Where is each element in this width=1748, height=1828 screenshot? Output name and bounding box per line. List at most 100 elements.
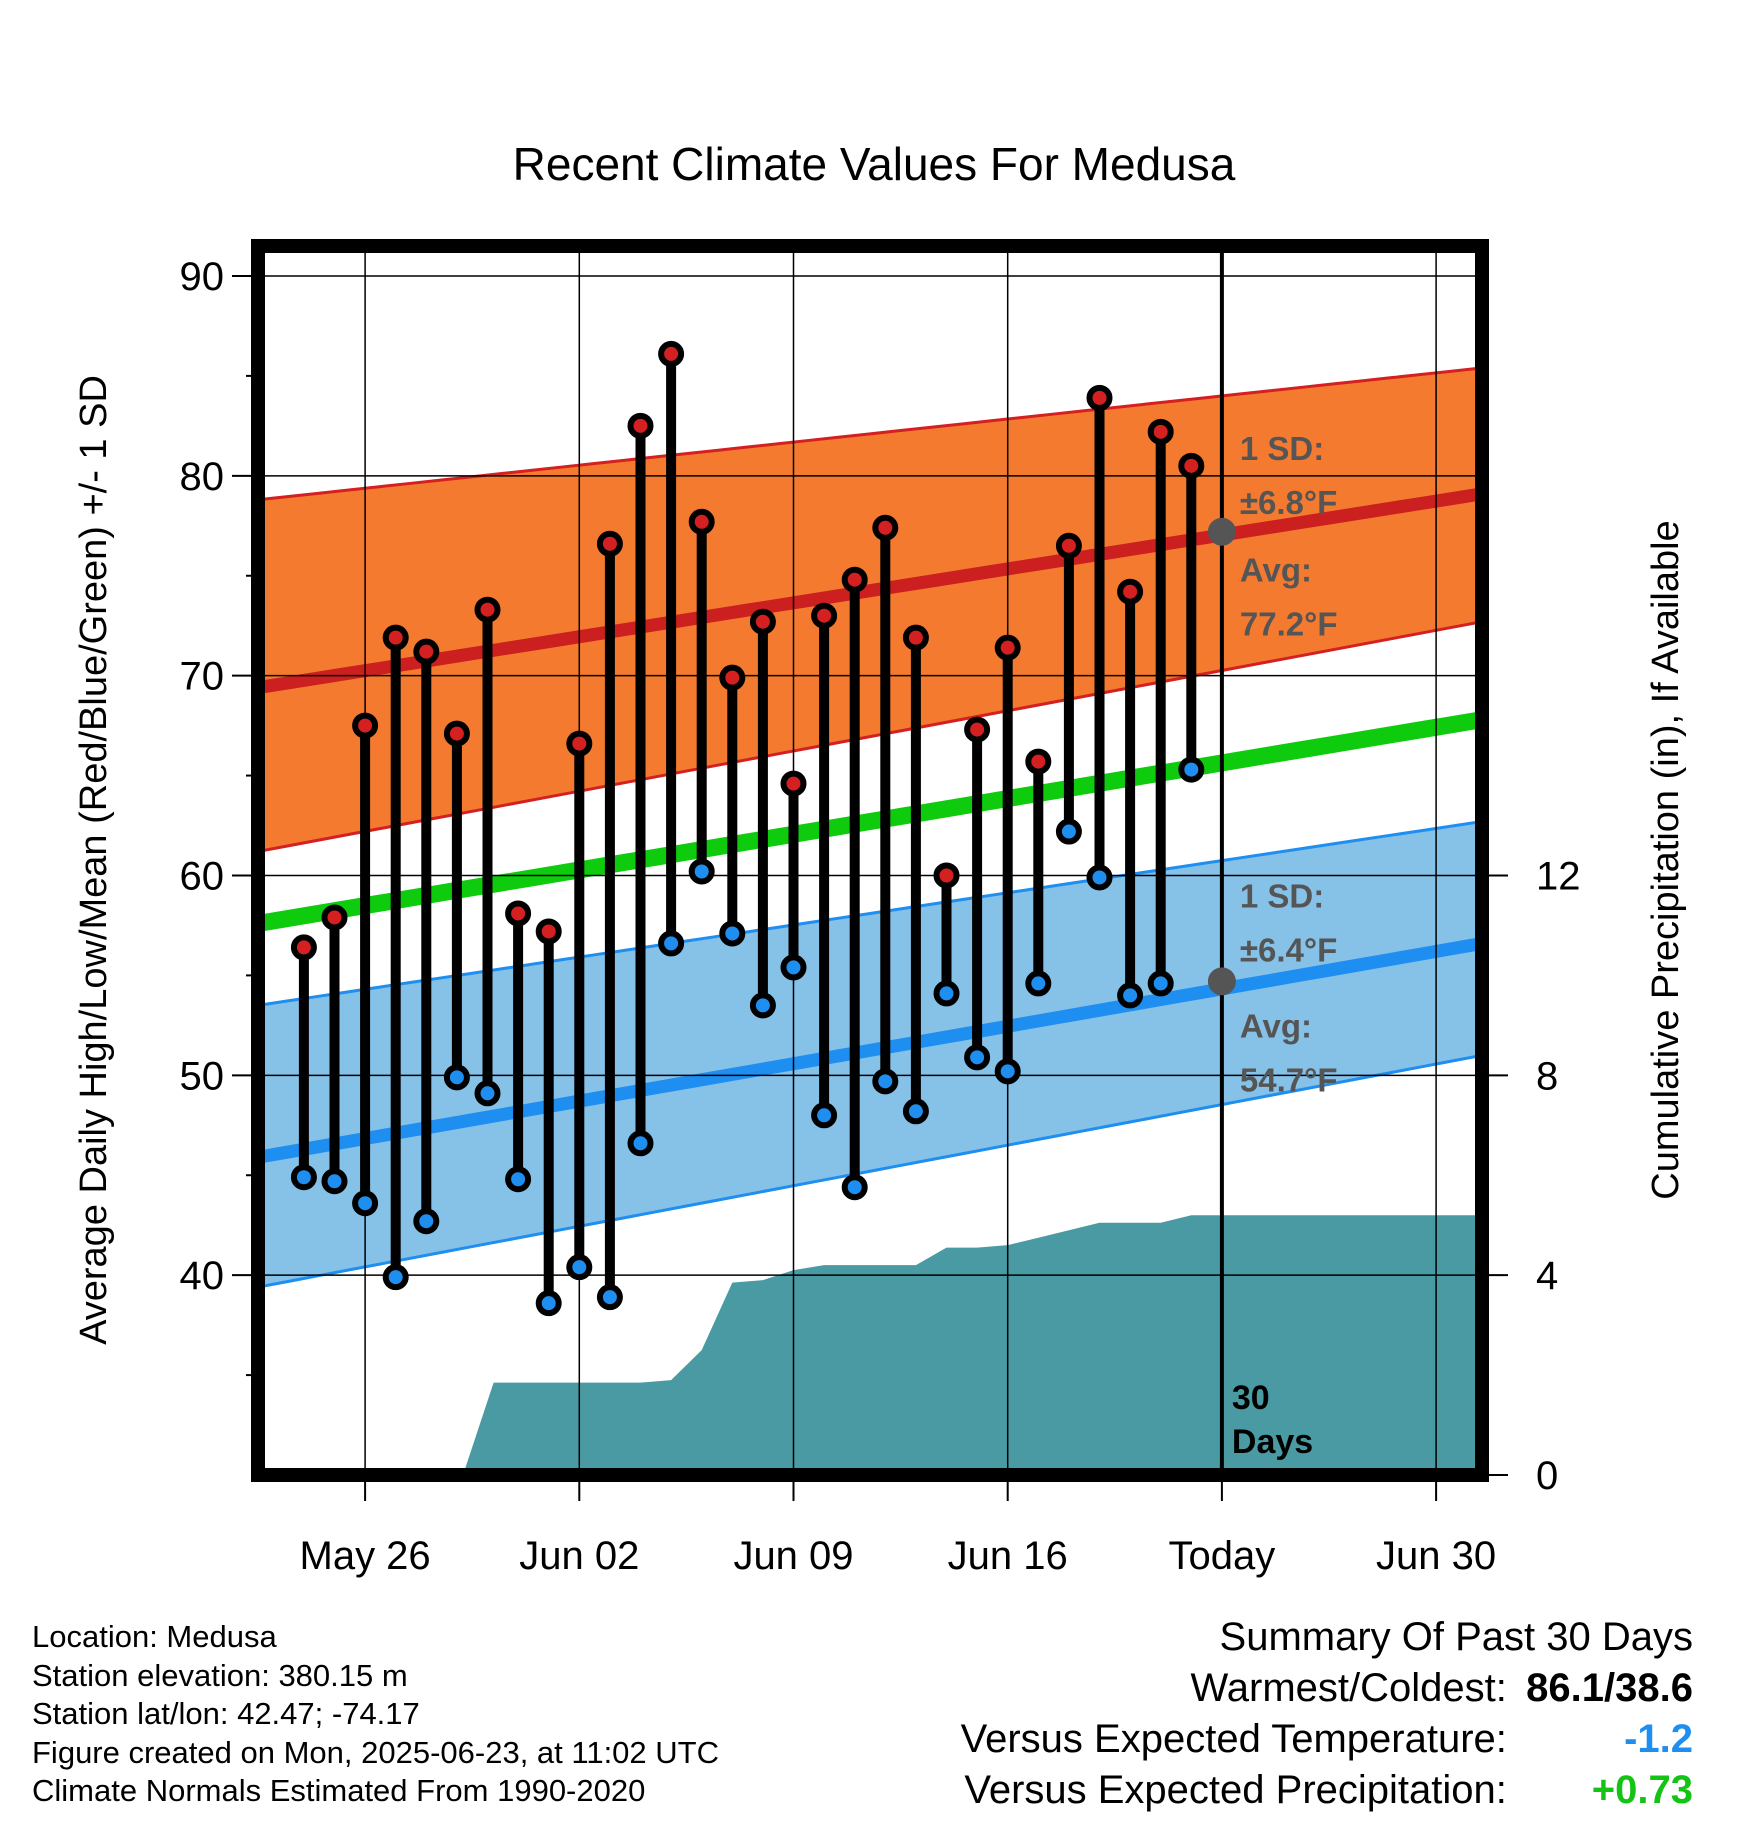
low-point [566,1254,593,1281]
summary-title: Summary Of Past 30 Days [1219,1615,1693,1659]
y-tick-label: 70 [180,655,225,699]
low-point [474,1080,501,1107]
low-point [780,954,807,981]
high-point [352,712,379,739]
y-axis-label: Average Daily High/Low/Mean (Red/Blue/Gr… [73,375,115,1345]
low-point [627,1130,654,1157]
low-point [658,930,685,957]
high-point [382,624,409,651]
low-mean-line [258,937,1482,1164]
y-tick-label: 50 [180,1054,225,1098]
high-point [902,624,929,651]
high-point [749,608,776,635]
summary-warmest-row: Warmest/Coldest: 86.1/38.6 [961,1663,1694,1714]
high-point [872,514,899,541]
x-tick-label: May 26 [300,1534,431,1578]
low-point [1086,864,1113,891]
low-point [535,1290,562,1317]
low-sd-label: 1 SD: [1240,877,1324,914]
x-tick-label: Today [1169,1534,1276,1578]
summary-precip-row: Versus Expected Precipitation: +0.73 [961,1765,1693,1816]
precip-value: +0.73 [1591,1768,1693,1812]
latlon-text: Station lat/lon: 42.47; -74.17 [32,1696,420,1731]
today-high-avg-marker [1207,517,1236,546]
today-low-avg-marker [1207,967,1236,996]
x-tick-label: Jun 02 [519,1534,639,1578]
low-point [841,1174,868,1201]
high-point [933,862,960,889]
y2-tick-label: 4 [1536,1254,1558,1298]
plot-area: 1 SD: ±6.8°F Avg: 77.2°F 1 SD: ±6.4°F Avg: 54.7… [73,239,1687,1600]
climate-chart: Recent Climate Values For Medusa 1 SD: ±6… [73,138,1687,1600]
low-point [1117,982,1144,1009]
high-point [321,904,348,931]
high-mean-line [258,487,1482,695]
high-point [443,720,470,747]
x-tick-label: Jun 16 [948,1534,1068,1578]
y-tick-label: 80 [180,455,225,499]
x-tick-label: Jun 30 [1376,1534,1496,1578]
high-point [505,900,532,927]
low-point [382,1264,409,1291]
high-point [1178,452,1205,479]
low-avg-label: Avg: [1240,1007,1312,1044]
low-point [933,980,960,1007]
high-sd-band [258,366,1482,854]
summary-temp-row: Versus Expected Temperature: -1.2 [961,1714,1693,1765]
high-point [290,934,317,961]
low-point [1055,818,1082,845]
low-point [811,1102,838,1129]
high-point [474,596,501,623]
high-point [1086,384,1113,411]
low-point [290,1164,317,1191]
x-tick-label: Jun 09 [733,1534,853,1578]
high-point [566,730,593,757]
x-axis-label: Day [838,1599,909,1600]
created-text: Figure created on Mon, 2025-06-23, at 11… [32,1734,719,1770]
elevation-text: Station elevation: 380.15 m [32,1657,408,1693]
high-point [1025,748,1052,775]
days-word-label: Days [1232,1423,1313,1461]
low-point [1025,970,1052,997]
low-point [964,1044,991,1071]
high-point [780,770,807,797]
high-point [1117,578,1144,605]
y-tick-label: 90 [180,255,225,299]
low-point [749,992,776,1019]
low-point [688,858,715,885]
low-point [321,1168,348,1195]
low-point [994,1058,1021,1085]
low-point [505,1166,532,1193]
high-point [811,602,838,629]
y2-axis-label: Cumulative Precipitation (in), If Availa… [1645,520,1687,1199]
high-point [413,638,440,665]
high-point [719,664,746,691]
y2-tick-label: 0 [1536,1454,1558,1498]
mean-line [258,711,1482,932]
low-avg-value: 54.7°F [1240,1061,1338,1098]
y2-tick-label: 12 [1536,854,1581,898]
precipitation-area [463,1215,1482,1475]
high-point [1055,532,1082,559]
chart-title: Recent Climate Values For Medusa [513,138,1236,190]
high-point [1147,418,1174,445]
high-point [627,412,654,439]
warmest-value: 86.1/38.6 [1526,1666,1693,1710]
low-point [1178,756,1205,783]
high-point [658,340,685,367]
low-point [902,1098,929,1125]
high-point [535,918,562,945]
y2-tick-label: 8 [1536,1054,1558,1098]
plot-frame [251,239,1489,1482]
high-point [596,530,623,557]
high-avg-value: 77.2°F [1240,606,1338,643]
high-sd-value: ±6.8°F [1240,484,1337,521]
high-point [841,566,868,593]
plot-content [258,246,1482,1475]
y-tick-label: 40 [180,1254,225,1298]
low-point [872,1068,899,1095]
high-sd-label: 1 SD: [1240,430,1324,467]
temp-label: Versus Expected Temperature: [960,1717,1507,1761]
low-point [352,1190,379,1217]
days-count-label: 30 [1232,1379,1270,1417]
